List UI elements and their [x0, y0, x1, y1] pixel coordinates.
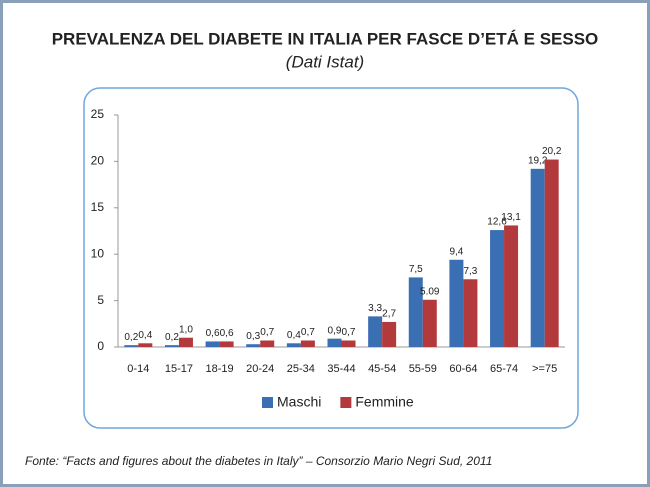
value-label: 5.09	[420, 286, 440, 297]
value-label: 0,7	[301, 327, 315, 338]
value-label: 0,7	[342, 327, 356, 338]
x-tick-label: 65-74	[490, 363, 518, 375]
bar	[327, 338, 342, 347]
legend-label: Maschi	[277, 394, 321, 410]
value-label: 20,2	[542, 146, 562, 157]
y-tick-label: 0	[97, 339, 104, 353]
value-label: 7,3	[463, 266, 477, 277]
value-label: 0,9	[328, 325, 342, 336]
bar	[490, 230, 505, 347]
source-note: Fonte: “Facts and figures about the diab…	[25, 454, 492, 468]
y-tick-label: 5	[97, 293, 104, 307]
bar	[368, 316, 383, 347]
chart-title: PREVALENZA DEL DIABETE IN ITALIA PER FAS…	[52, 29, 599, 48]
y-tick-label: 25	[91, 107, 105, 121]
value-label: 7,5	[409, 264, 423, 275]
x-tick-label: 20-24	[246, 363, 274, 375]
bar	[124, 345, 139, 347]
y-tick-label: 20	[91, 154, 105, 168]
bar	[530, 168, 545, 347]
value-label: 9,4	[449, 246, 463, 257]
value-label: 12,6	[487, 217, 507, 228]
bar	[138, 343, 153, 347]
bar	[422, 299, 437, 347]
x-tick-label: 45-54	[368, 363, 396, 375]
bar	[408, 277, 423, 347]
value-label: 0,4	[287, 330, 301, 341]
x-tick-label: 25-34	[287, 363, 315, 375]
legend-swatch	[340, 397, 352, 408]
legend-swatch	[262, 397, 273, 408]
y-tick-label: 10	[91, 246, 105, 260]
value-label: 0,2	[124, 332, 138, 343]
y-tick-label: 15	[91, 200, 105, 214]
bar	[382, 321, 397, 347]
value-label: 2,7	[382, 309, 396, 320]
value-label: 19,2	[528, 155, 548, 166]
value-label: 0,6	[206, 328, 220, 339]
value-label: 0,2	[165, 332, 179, 343]
bar	[544, 159, 559, 347]
bar	[463, 279, 478, 347]
bar	[219, 341, 234, 347]
bar	[205, 341, 220, 347]
x-tick-label: 55-59	[409, 363, 437, 375]
bar	[246, 344, 261, 347]
value-label: 0,3	[246, 331, 260, 342]
bar	[300, 340, 315, 347]
bar	[178, 337, 193, 347]
chart-subtitle: (Dati Istat)	[286, 52, 364, 71]
legend-label: Femmine	[355, 394, 414, 410]
value-label: 0,6	[220, 328, 234, 339]
bar	[286, 343, 301, 347]
value-label: 0,4	[138, 330, 152, 341]
value-label: 13,1	[501, 212, 521, 223]
x-tick-label: 35-44	[327, 363, 355, 375]
value-label: 0,7	[260, 327, 274, 338]
bar	[164, 345, 179, 347]
x-tick-label: 60-64	[449, 363, 477, 375]
value-label: 1,0	[179, 324, 193, 335]
x-tick-label: 18-19	[206, 363, 234, 375]
x-tick-label: >=75	[532, 363, 557, 375]
bar	[341, 340, 356, 347]
value-label: 3,3	[368, 303, 382, 314]
bar	[504, 225, 519, 347]
x-tick-label: 15-17	[165, 363, 193, 375]
x-tick-label: 0-14	[127, 363, 149, 375]
bar	[260, 340, 275, 347]
bar	[449, 259, 464, 347]
